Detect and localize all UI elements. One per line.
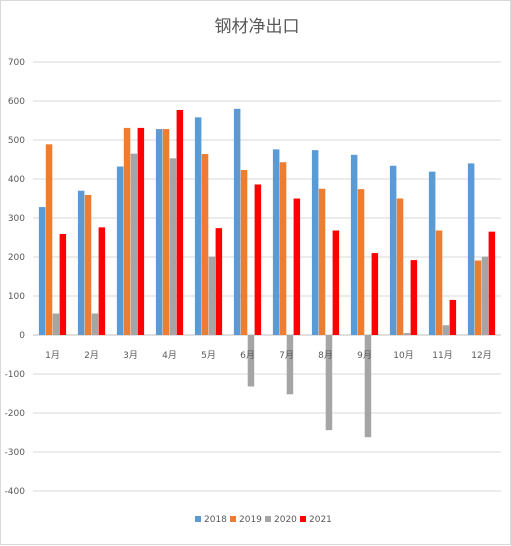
- legend-swatch: [265, 516, 271, 522]
- y-tick-label: -200: [5, 409, 26, 419]
- bar-2019: [123, 127, 131, 335]
- legend-label: 2019: [239, 515, 262, 525]
- bar-2018: [77, 190, 85, 335]
- legend-swatch: [300, 516, 306, 522]
- bar-2018: [350, 154, 358, 335]
- bar-2021: [98, 227, 106, 335]
- x-tick-label: 9月: [357, 350, 372, 361]
- bar-2021: [410, 260, 418, 335]
- bar-2020: [403, 333, 411, 335]
- bar-2021: [371, 253, 379, 335]
- y-tick-label: 400: [8, 175, 25, 185]
- x-axis-ticks: 1月 2月 3月 4月 5月 6月 7月 8月 9月 10月 11月 12月: [45, 350, 492, 361]
- bar-2021: [449, 299, 457, 335]
- bar-2021: [137, 127, 145, 335]
- y-tick-label: -400: [5, 487, 26, 497]
- bar-2019: [318, 188, 326, 335]
- x-tick-label: 8月: [318, 350, 333, 361]
- x-tick-label: 1月: [45, 350, 60, 361]
- x-tick-label: 12月: [471, 350, 491, 361]
- bar-2019: [201, 154, 209, 335]
- legend-label: 2020: [274, 515, 297, 525]
- bar-2021: [215, 228, 223, 335]
- bar-2021: [176, 109, 184, 335]
- bar-2018: [116, 166, 124, 335]
- bar-2018: [38, 207, 46, 335]
- x-tick-label: 6月: [240, 350, 255, 361]
- legend-swatch: [195, 516, 201, 522]
- x-tick-label: 2月: [84, 350, 99, 361]
- bar-2021: [59, 233, 67, 335]
- bar-2021: [254, 184, 262, 335]
- bar-2019: [45, 144, 53, 335]
- bar-2020: [169, 158, 177, 335]
- legend-swatch: [230, 516, 236, 522]
- x-tick-label: 7月: [279, 350, 294, 361]
- bar-2018: [194, 117, 202, 335]
- bar-2018: [233, 108, 241, 335]
- bar-2019: [240, 170, 248, 335]
- bar-2020: [442, 325, 450, 335]
- bar-2021: [332, 230, 340, 335]
- bar-2019: [474, 260, 482, 335]
- x-tick-label: 4月: [162, 350, 177, 361]
- bar-2020: [130, 153, 138, 335]
- bar-2021: [293, 198, 301, 335]
- gridlines: [33, 61, 501, 492]
- legend-label: 2021: [309, 515, 332, 525]
- x-tick-label: 3月: [123, 350, 138, 361]
- bar-2020: [286, 335, 294, 395]
- bar-2020: [52, 313, 60, 335]
- bar-2019: [84, 194, 92, 335]
- bar-2018: [428, 171, 436, 335]
- y-tick-label: -300: [5, 448, 26, 458]
- bar-2020: [208, 256, 216, 335]
- bar-2020: [364, 335, 372, 438]
- y-tick-label: 600: [8, 97, 25, 107]
- x-tick-label: 11月: [432, 350, 452, 361]
- x-tick-label: 5月: [201, 350, 216, 361]
- y-tick-label: 700: [8, 58, 25, 68]
- legend: 2018 2019 2020 2021: [195, 515, 332, 525]
- bars: [38, 108, 496, 438]
- y-tick-label: 300: [8, 214, 25, 224]
- y-tick-label: 500: [8, 136, 25, 146]
- bar-2020: [91, 313, 99, 335]
- legend-label: 2018: [204, 515, 227, 525]
- bar-2019: [357, 189, 365, 335]
- y-tick-label: 200: [8, 253, 25, 263]
- chart-title: 钢材净出口: [215, 17, 300, 37]
- x-tick-label: 10月: [393, 350, 413, 361]
- y-tick-label: -100: [5, 370, 26, 380]
- bar-2020: [481, 256, 489, 335]
- bar-2020: [325, 335, 333, 431]
- bar-2021: [488, 231, 496, 335]
- bar-2020: [247, 335, 255, 387]
- bar-2019: [396, 198, 404, 335]
- bar-2018: [389, 165, 397, 335]
- bar-2018: [311, 150, 319, 335]
- bar-2019: [435, 230, 443, 335]
- y-tick-label: 0: [19, 331, 25, 341]
- bar-2019: [279, 162, 287, 335]
- bar-2019: [162, 129, 170, 335]
- bar-2018: [272, 149, 280, 335]
- y-tick-label: 100: [8, 292, 25, 302]
- bar-2018: [467, 163, 475, 335]
- y-axis-ticks: 700 600 500 400 300 200 100 0 -100 -200 -300 -400: [5, 58, 26, 497]
- bar-2018: [155, 129, 163, 335]
